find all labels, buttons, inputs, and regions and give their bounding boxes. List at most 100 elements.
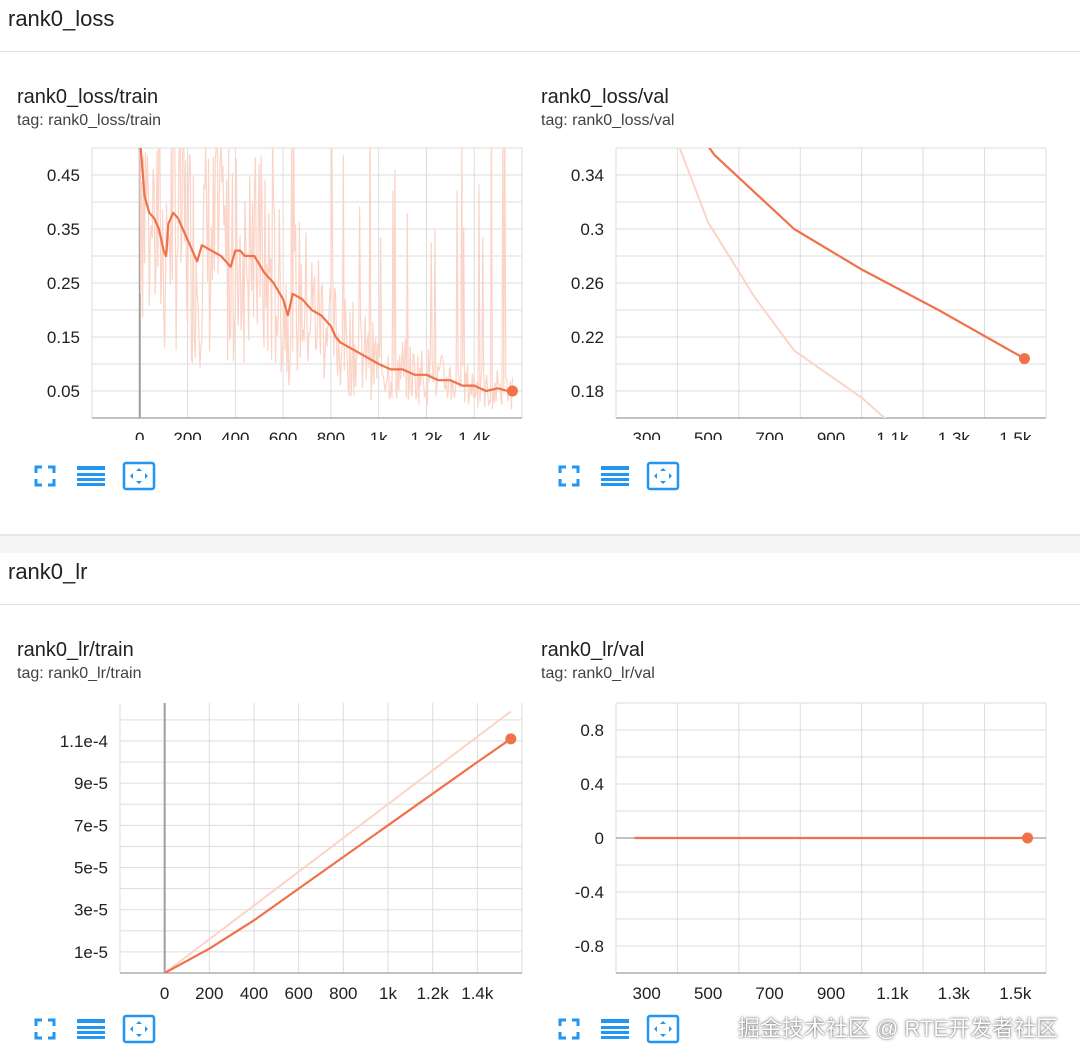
grid xyxy=(119,703,523,974)
y-tick-label: 5e-5 xyxy=(74,859,108,878)
x-tick-label: 800 xyxy=(317,429,345,440)
y-tick-label: 3e-5 xyxy=(74,901,108,920)
data-table-icon xyxy=(76,1017,106,1046)
expand-icon xyxy=(558,465,580,492)
chart-lr-val[interactable]: 300 500 700 900 1.1k 1.3k 1.5k -0.8 -0.4 0 0.4 0.8 xyxy=(524,695,1064,1005)
fit-domain-icon xyxy=(122,461,156,496)
x-tick-label: 1.4k xyxy=(461,984,494,1003)
section-header-lr[interactable]: rank0_lr xyxy=(0,553,1080,605)
x-tick-label: 900 xyxy=(817,984,845,1003)
x-tick-label: 500 xyxy=(694,429,722,440)
x-tick-label: 1.5k xyxy=(999,984,1032,1003)
raw-series-line xyxy=(678,148,887,418)
x-tick-label: 200 xyxy=(195,984,223,1003)
data-table-button[interactable] xyxy=(598,463,632,493)
x-tick-label: 0 xyxy=(135,429,144,440)
x-tick-label: 1.3k xyxy=(938,984,971,1003)
fit-domain-button[interactable] xyxy=(646,461,680,496)
x-tick-label: 1.1k xyxy=(876,429,909,440)
grid xyxy=(615,147,1047,419)
section-title: rank0_lr xyxy=(8,559,88,584)
chart-lr-train[interactable]: 0 200 400 600 800 1k 1.2k 1.4k 1e-5 3e-5 5e-5 7e-5 9… xyxy=(0,695,540,1005)
data-table-icon xyxy=(600,464,630,493)
fit-domain-icon xyxy=(646,1014,680,1049)
section-body-lr: rank0_lr/train tag: rank0_lr/train rank0… xyxy=(0,605,1080,1063)
series-line xyxy=(139,148,513,393)
raw-series-line xyxy=(139,148,513,410)
card-tag: tag: rank0_loss/train xyxy=(17,112,162,129)
x-tick-label: 0 xyxy=(160,984,169,1003)
x-tick-label: 500 xyxy=(694,984,722,1003)
card-tag: tag: rank0_lr/train xyxy=(17,665,142,682)
x-tick-label: 400 xyxy=(240,984,268,1003)
x-tick-label: 200 xyxy=(173,429,201,440)
card-title: rank0_lr/val xyxy=(541,639,645,661)
card-title: rank0_loss/val xyxy=(541,86,669,108)
y-tick-label: 0.25 xyxy=(47,274,80,293)
x-tick-label: 700 xyxy=(755,429,783,440)
fit-domain-button[interactable] xyxy=(646,1014,680,1049)
series-line xyxy=(164,737,512,973)
x-tick-label: 1.4k xyxy=(458,429,491,440)
fit-domain-button[interactable] xyxy=(122,461,156,496)
last-point-marker[interactable] xyxy=(505,733,517,745)
x-tick-label: 800 xyxy=(329,984,357,1003)
expand-button[interactable] xyxy=(552,1016,586,1046)
expand-button[interactable] xyxy=(28,1016,62,1046)
x-tick-label: 1.3k xyxy=(938,429,971,440)
x-tick-label: 300 xyxy=(633,984,661,1003)
chart-loss-val[interactable]: 300 500 700 900 1.1k 1.3k 1.5k 0.18 0.22 0.26 0.3 0… xyxy=(524,140,1064,440)
y-tick-label: 1e-5 xyxy=(74,943,108,962)
x-tick-label: 1k xyxy=(370,429,388,440)
y-tick-label: 0 xyxy=(595,829,604,848)
expand-icon xyxy=(558,1018,580,1045)
card-title: rank0_loss/train xyxy=(17,86,159,108)
y-tick-label: 0.4 xyxy=(580,775,604,794)
card-title: rank0_lr/train xyxy=(17,639,134,661)
expand-button[interactable] xyxy=(28,463,62,493)
data-table-button[interactable] xyxy=(74,463,108,493)
x-tick-label: 1.1k xyxy=(876,984,909,1003)
y-tick-label: 0.3 xyxy=(580,220,604,239)
y-tick-label: 0.34 xyxy=(571,166,604,185)
y-tick-label: 0.18 xyxy=(571,382,604,401)
y-tick-label: 1.1e-4 xyxy=(60,732,108,751)
y-tick-label: -0.4 xyxy=(575,883,604,902)
fit-domain-button[interactable] xyxy=(122,1014,156,1049)
fit-domain-icon xyxy=(646,461,680,496)
y-tick-label: 0.45 xyxy=(47,166,80,185)
last-point-marker[interactable] xyxy=(1019,353,1030,365)
last-point-marker[interactable] xyxy=(506,385,518,397)
fit-domain-icon xyxy=(122,1014,156,1049)
y-tick-label: -0.8 xyxy=(575,937,604,956)
x-tick-label: 400 xyxy=(221,429,249,440)
data-table-button[interactable] xyxy=(74,1016,108,1046)
raw-series-line xyxy=(164,710,512,973)
data-table-button[interactable] xyxy=(598,1016,632,1046)
y-tick-label: 0.15 xyxy=(47,328,80,347)
y-tick-label: 7e-5 xyxy=(74,816,108,835)
card-tag: tag: rank0_lr/val xyxy=(541,665,655,682)
section-header-loss[interactable]: rank0_loss xyxy=(0,0,1080,52)
y-tick-label: 0.8 xyxy=(580,721,604,740)
expand-icon xyxy=(34,1018,56,1045)
y-tick-label: 9e-5 xyxy=(74,774,108,793)
x-tick-label: 300 xyxy=(633,429,661,440)
chart-loss-train[interactable]: 0 200 400 600 800 1k 1.2k 1.4k 0.05 0.15 0.25 0.35 0… xyxy=(0,140,540,440)
x-tick-label: 1.2k xyxy=(417,984,450,1003)
x-tick-label: 1.2k xyxy=(410,429,443,440)
watermark: 掘金技术社区 @ RTE开发者社区 xyxy=(737,1016,1058,1041)
card-tag: tag: rank0_loss/val xyxy=(541,112,675,129)
y-tick-label: 0.05 xyxy=(47,382,80,401)
section-title: rank0_loss xyxy=(8,6,115,31)
x-tick-label: 1.5k xyxy=(999,429,1032,440)
data-table-icon xyxy=(76,464,106,493)
expand-button[interactable] xyxy=(552,463,586,493)
series-line xyxy=(708,148,1026,360)
y-tick-label: 0.26 xyxy=(571,274,604,293)
data-table-icon xyxy=(600,1017,630,1046)
x-tick-label: 600 xyxy=(269,429,297,440)
x-tick-label: 1k xyxy=(379,984,397,1003)
last-point-marker[interactable] xyxy=(1022,832,1034,844)
y-tick-label: 0.35 xyxy=(47,220,80,239)
